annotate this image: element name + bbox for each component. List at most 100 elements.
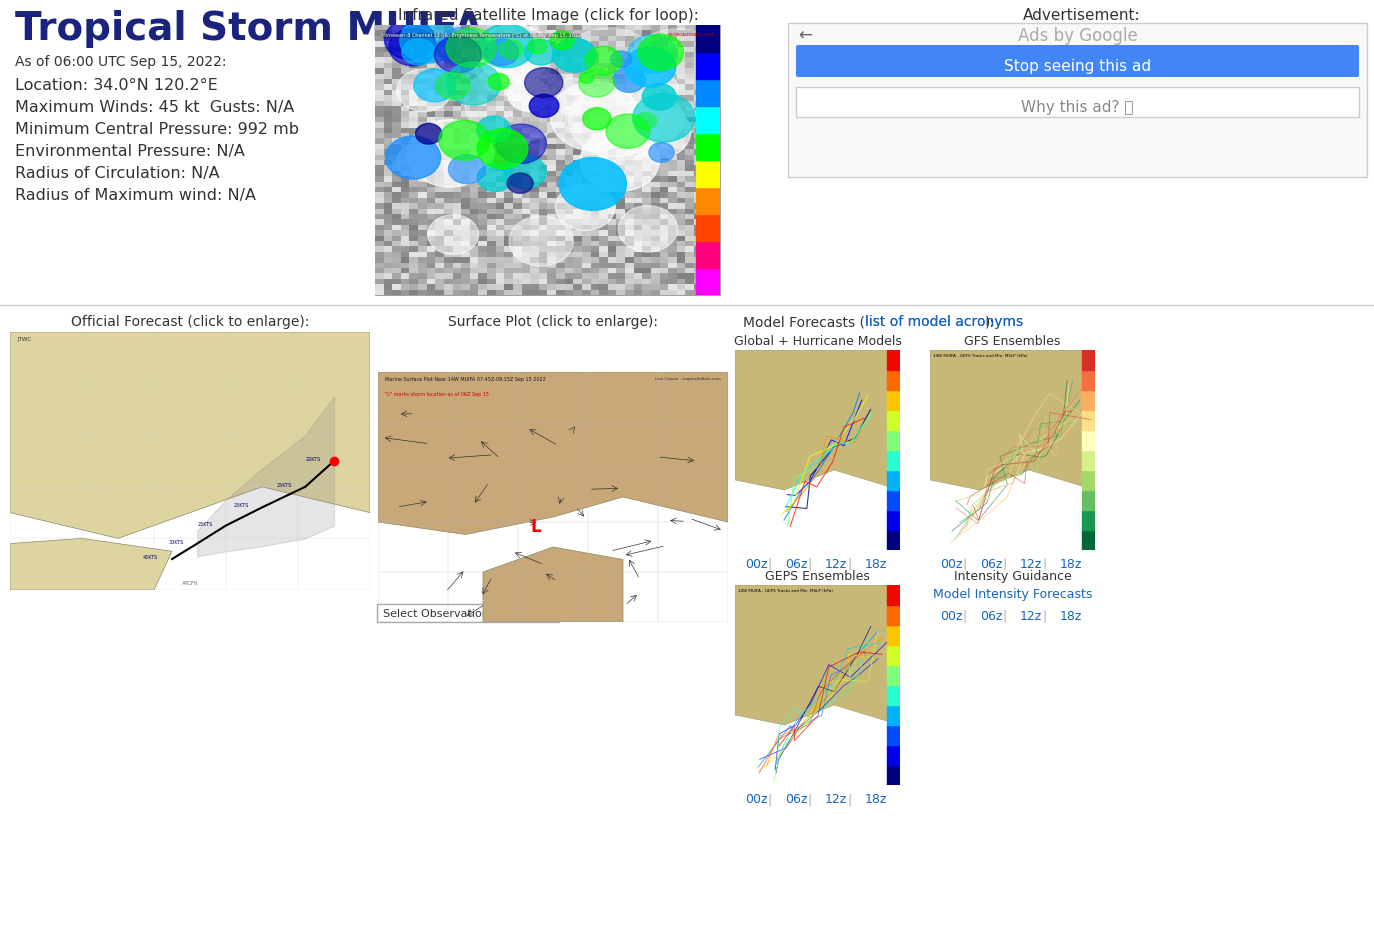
Text: Stop seeing this ad: Stop seeing this ad [1004, 59, 1151, 74]
Circle shape [525, 68, 563, 98]
Text: Surface Plot (click to enlarge):: Surface Plot (click to enlarge): [448, 315, 658, 329]
Circle shape [400, 18, 458, 63]
Circle shape [434, 36, 481, 72]
Circle shape [414, 69, 456, 102]
Text: L: L [530, 518, 541, 536]
Bar [886, 450, 900, 470]
Text: 25KTS: 25KTS [198, 521, 213, 527]
FancyBboxPatch shape [796, 87, 1359, 117]
Circle shape [477, 129, 528, 168]
Text: ←: ← [798, 27, 812, 45]
Text: Model Intensity Forecasts: Model Intensity Forecasts [933, 588, 1092, 601]
Text: 00z: 00z [745, 558, 768, 571]
Circle shape [583, 108, 611, 130]
Text: |: | [767, 558, 771, 571]
Circle shape [606, 114, 650, 149]
FancyBboxPatch shape [376, 604, 559, 622]
Polygon shape [10, 332, 370, 538]
Bar [695, 160, 720, 187]
Circle shape [529, 94, 559, 118]
Text: |: | [1002, 610, 1006, 623]
Circle shape [477, 116, 511, 142]
Bar [886, 350, 900, 370]
Bar [886, 530, 900, 550]
Circle shape [485, 40, 518, 66]
Circle shape [613, 67, 646, 92]
Circle shape [437, 27, 486, 67]
Bar [886, 745, 900, 765]
Bar [695, 187, 720, 214]
Circle shape [532, 112, 607, 170]
Circle shape [386, 136, 441, 179]
Bar [695, 133, 720, 160]
Text: As of 06:00 UTC Sep 15, 2022:: As of 06:00 UTC Sep 15, 2022: [15, 55, 227, 69]
Circle shape [644, 129, 708, 178]
Text: GEPS Ensembles: GEPS Ensembles [765, 570, 870, 583]
Bar [695, 106, 720, 133]
Text: 14W MUIFA - GEFS Tracks and Min. MSLP (hPa): 14W MUIFA - GEFS Tracks and Min. MSLP (h… [933, 354, 1028, 358]
Bar [1081, 410, 1095, 430]
Text: 18z: 18z [866, 558, 888, 571]
Bar [1081, 430, 1095, 450]
Text: 00z: 00z [940, 558, 963, 571]
Text: |: | [1041, 558, 1046, 571]
Text: Himawari-8 Channel 13 (IR) Brightness Temperature (°C) at 08:40Z Sep 15, 2022: Himawari-8 Channel 13 (IR) Brightness Te… [382, 33, 581, 38]
Circle shape [448, 154, 485, 183]
Text: TROPICALTIDBITS.COM: TROPICALTIDBITS.COM [666, 33, 713, 37]
Circle shape [477, 164, 513, 192]
Circle shape [559, 157, 627, 211]
Bar [1081, 350, 1095, 370]
Text: |: | [1041, 610, 1046, 623]
Text: |: | [1002, 558, 1006, 571]
Text: 14W MUIFA - GEPS Tracks and Min. MSLP (hPa): 14W MUIFA - GEPS Tracks and Min. MSLP (h… [738, 589, 833, 593]
Circle shape [415, 123, 442, 144]
Bar [695, 241, 720, 268]
Circle shape [499, 173, 544, 208]
Bar [886, 585, 900, 605]
Text: 18z: 18z [1059, 558, 1083, 571]
Text: |: | [807, 558, 811, 571]
Circle shape [488, 73, 510, 89]
Polygon shape [10, 538, 172, 590]
Bar [886, 510, 900, 530]
Text: "L" marks storm location as of 06Z Sep 15: "L" marks storm location as of 06Z Sep 1… [385, 392, 489, 397]
Text: Select Observation Time...: Select Observation Time... [383, 609, 530, 619]
Bar [886, 625, 900, 645]
Circle shape [507, 173, 533, 193]
Text: 18z: 18z [866, 793, 888, 806]
Circle shape [533, 192, 628, 266]
Circle shape [503, 155, 547, 189]
Bar [1081, 390, 1095, 410]
Text: ATCFII: ATCFII [181, 581, 198, 586]
Bar [886, 490, 900, 510]
Text: 06z: 06z [785, 793, 808, 806]
Circle shape [624, 30, 721, 105]
Circle shape [638, 34, 684, 71]
Text: 12z: 12z [824, 558, 848, 571]
Circle shape [436, 72, 470, 100]
FancyBboxPatch shape [796, 45, 1359, 77]
Text: list of model acronyms: list of model acronyms [866, 315, 1024, 329]
Text: Radius of Circulation: N/A: Radius of Circulation: N/A [15, 166, 220, 181]
Text: Marine Surface Plot Near 14W MUIFA 07:45Z-09:15Z Sep 15 2022: Marine Surface Plot Near 14W MUIFA 07:45… [385, 377, 545, 382]
Bar [886, 470, 900, 490]
Bar [886, 645, 900, 665]
Circle shape [595, 153, 651, 198]
Bar [1081, 510, 1095, 530]
Text: Intensity Guidance: Intensity Guidance [954, 570, 1072, 583]
Circle shape [475, 200, 554, 262]
Text: Global + Hurricane Models: Global + Hurricane Models [734, 335, 901, 348]
Text: Model Forecasts (: Model Forecasts ( [743, 315, 866, 329]
Text: Ads by Google: Ads by Google [1018, 27, 1138, 45]
Circle shape [585, 46, 622, 75]
Text: 06z: 06z [980, 558, 1003, 571]
Bar [886, 430, 900, 450]
FancyBboxPatch shape [789, 23, 1367, 177]
Polygon shape [484, 547, 622, 622]
Bar [886, 605, 900, 625]
Circle shape [642, 84, 676, 110]
Bar [695, 25, 720, 52]
Circle shape [580, 72, 594, 84]
Bar [886, 410, 900, 430]
Text: Minimum Central Pressure: 992 mb: Minimum Central Pressure: 992 mb [15, 122, 300, 137]
